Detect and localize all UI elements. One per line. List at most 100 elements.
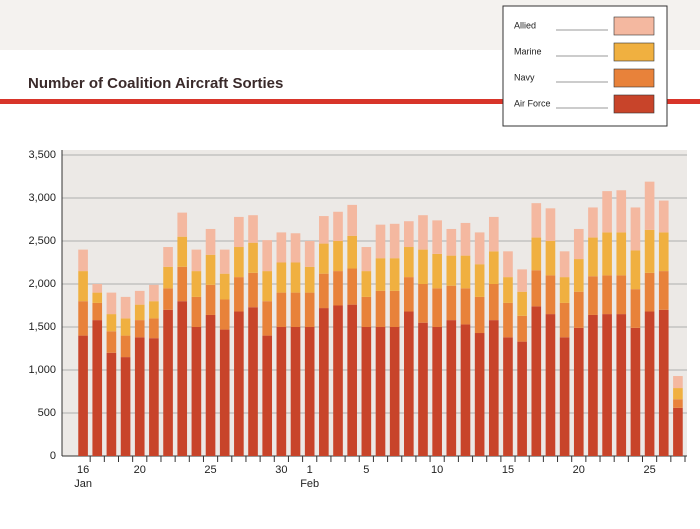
bar-segment <box>602 191 612 233</box>
bar-segment <box>644 181 655 230</box>
bar-segment <box>517 315 527 342</box>
bar-segment <box>248 307 258 456</box>
y-tick-label: 500 <box>38 407 56 419</box>
bar-segment <box>361 327 372 456</box>
bar-segment <box>134 337 145 456</box>
x-tick-label: 25 <box>204 464 216 476</box>
bar-segment <box>290 292 301 327</box>
bar-segment <box>404 311 414 456</box>
bar-segment <box>78 249 88 272</box>
bar-segment <box>658 200 669 233</box>
bar-segment <box>149 301 159 319</box>
bar-segment <box>644 229 655 273</box>
bar-segment <box>531 270 542 307</box>
bar-segment <box>319 243 329 274</box>
y-tick-label: 1,500 <box>28 321 56 333</box>
bar-segment <box>673 399 683 408</box>
bar-segment <box>276 327 287 456</box>
bar-segment <box>488 216 499 252</box>
bar-segment <box>446 228 457 256</box>
bar-segment <box>446 255 457 286</box>
bar-segment <box>361 271 372 297</box>
y-tick-label: 0 <box>50 450 56 462</box>
bar-segment <box>106 352 117 456</box>
bar-segment <box>531 203 542 238</box>
bar-segment <box>545 241 556 276</box>
bar-segment <box>276 292 287 327</box>
bar-segment <box>517 341 527 456</box>
y-tick-label: 1,000 <box>28 364 56 376</box>
legend-swatch <box>613 42 655 62</box>
bar-segment <box>644 272 655 312</box>
x-tick-label: 5 <box>363 464 369 476</box>
bar-segment <box>347 235 357 269</box>
bar-segment <box>503 302 513 338</box>
bar-segment <box>588 237 598 277</box>
bar-segment <box>205 228 216 255</box>
bar-segment <box>163 288 173 310</box>
x-tick-label: 16 <box>77 464 89 476</box>
bar-segment <box>616 314 627 456</box>
bar-segment <box>106 292 117 315</box>
bar-segment <box>276 232 287 263</box>
bar-segment <box>474 232 485 265</box>
bar-segment <box>517 269 527 292</box>
bar-segment <box>347 204 357 236</box>
legend-label: Air Force <box>514 98 551 108</box>
bar-segment <box>588 207 598 238</box>
bar-segment <box>219 299 230 330</box>
legend-label: Allied <box>514 20 536 30</box>
bar-segment <box>460 222 471 256</box>
bar-segment <box>658 309 669 456</box>
bar-segment <box>262 335 273 456</box>
bar-segment <box>234 247 244 278</box>
bar-segment <box>375 290 386 327</box>
x-group-label: Jan <box>74 478 92 490</box>
bar-segment <box>404 277 414 312</box>
bar-segment <box>234 277 244 312</box>
bar-segment <box>361 247 372 272</box>
bar-segment <box>290 233 301 263</box>
y-tick-label: 2,000 <box>28 278 56 290</box>
bar-segment <box>404 247 414 278</box>
bar-segment <box>120 357 131 456</box>
bar-segment <box>219 329 230 456</box>
title-rule <box>0 99 700 104</box>
bar-segment <box>559 337 570 456</box>
bar-segment <box>319 216 329 244</box>
bar-segment <box>673 407 683 456</box>
bar-segment <box>432 253 442 289</box>
bar-segment <box>375 327 386 456</box>
bar-segment <box>276 262 287 293</box>
bar-segment <box>559 277 570 303</box>
bar-segment <box>234 311 244 456</box>
bar-segment <box>106 331 117 353</box>
bar-segment <box>262 301 273 336</box>
bar-segment <box>347 304 357 456</box>
bar-segment <box>78 335 88 456</box>
bar-segment <box>588 276 598 315</box>
bar-segment <box>389 258 400 291</box>
x-tick-label: 10 <box>431 464 443 476</box>
bar-segment <box>630 207 641 251</box>
bar-segment <box>262 240 273 272</box>
bar-segment <box>219 249 230 274</box>
bar-segment <box>78 271 88 302</box>
bar-segment <box>404 221 414 248</box>
bar-segment <box>418 215 428 250</box>
bar-segment <box>460 288 471 325</box>
bar-segment <box>106 314 117 332</box>
bar-segment <box>163 266 173 289</box>
bar-segment <box>644 311 655 456</box>
bar-segment <box>474 333 485 456</box>
bar-segment <box>573 291 584 328</box>
bar-segment <box>304 241 315 267</box>
bar-segment <box>545 275 556 315</box>
bar-segment <box>658 271 669 310</box>
bar-segment <box>616 190 627 233</box>
y-tick-label: 3,500 <box>28 149 56 161</box>
bar-segment <box>163 247 173 267</box>
bar-segment <box>474 264 485 297</box>
bar-segment <box>361 296 372 327</box>
bar-segment <box>177 236 188 267</box>
